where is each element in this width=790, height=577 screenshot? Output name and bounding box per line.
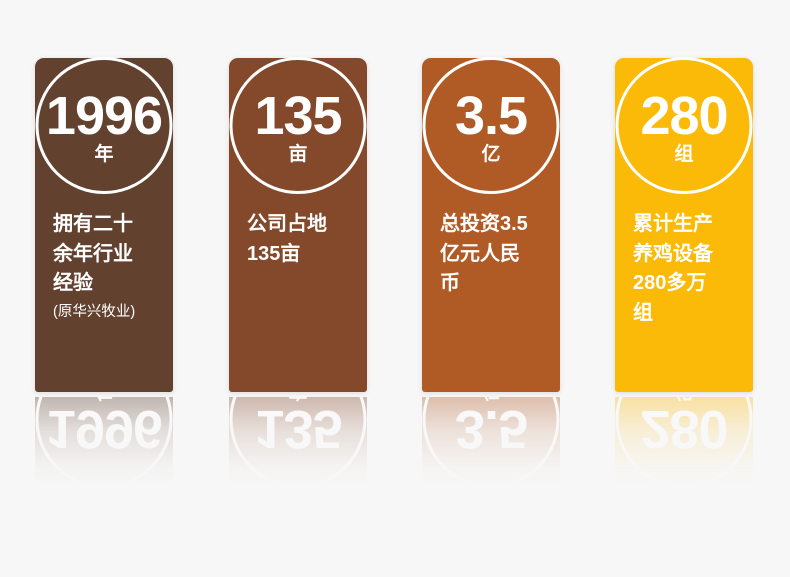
stat-description: 拥有二十余年行业经验 (原华兴牧业) xyxy=(53,210,161,324)
stat-badge-circle[interactable]: 280 组 xyxy=(615,57,753,194)
stat-badge-circle[interactable]: 1996 年 xyxy=(35,57,173,194)
stat-number: 280 xyxy=(640,85,728,146)
stat-description-line: 280多万 xyxy=(633,272,707,295)
stat-unit: 组 xyxy=(674,144,694,166)
stat-description: 公司占地 135亩 xyxy=(247,210,355,269)
stat-number: 1996 xyxy=(45,399,163,460)
stat-description-line: 币 xyxy=(440,272,460,295)
stat-badge-circle[interactable]: 135 亩 xyxy=(229,57,367,194)
stat-card-body: 1996 年拥有二十余年行业经验 (原华兴牧业) xyxy=(35,57,173,392)
stat-number: 135 xyxy=(254,399,342,460)
stat-description-line: 亿元人民 xyxy=(440,242,520,265)
stat-number: 280 xyxy=(640,399,728,460)
stat-number: 135 xyxy=(254,85,342,146)
stat-description-line: 总投资3.5 xyxy=(440,213,528,235)
stat-description: 总投资3.5 亿元人民币 xyxy=(440,210,548,299)
stat-description-note: (原华兴牧业) xyxy=(53,303,136,320)
stat-badge-circle[interactable]: 3.5 亿 xyxy=(422,57,560,194)
stat-description-line: 经验 xyxy=(53,272,93,295)
stat-description-line: 余年行业 xyxy=(53,242,133,265)
stat-description-line: 养鸡设备 xyxy=(633,242,713,265)
stat-card-body: 3.5 亿总投资3.5 亿元人民币 xyxy=(422,57,560,392)
stat-number: 1996 xyxy=(45,85,163,146)
stat-card-body: 280 组累计生产 养鸡设备 280多万组 xyxy=(615,57,753,392)
stat-description-line: 累计生产 xyxy=(633,213,713,235)
stat-description-line: 公司占地 xyxy=(247,213,327,235)
stat-number: 3.5 xyxy=(454,399,528,460)
stat-description-line: 组 xyxy=(633,301,653,324)
stat-unit: 亿 xyxy=(481,144,501,166)
stat-unit: 年 xyxy=(94,144,114,166)
stat-number: 3.5 xyxy=(454,85,528,146)
stat-description-line: 拥有二十 xyxy=(53,213,133,235)
stat-card-body: 135 亩公司占地 135亩 xyxy=(229,57,367,392)
stat-description: 累计生产养鸡设备 280多万组 xyxy=(633,210,741,328)
stat-description-line: 135亩 xyxy=(247,242,301,265)
stat-unit: 亩 xyxy=(288,144,308,166)
